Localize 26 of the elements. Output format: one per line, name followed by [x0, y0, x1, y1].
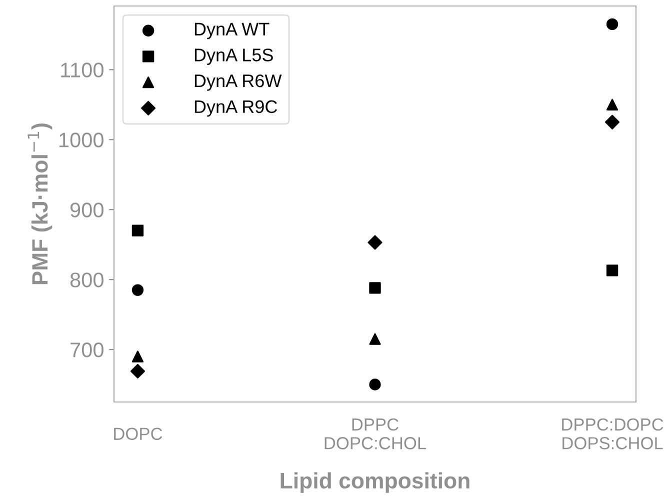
legend-label: DynA L5S	[194, 48, 273, 65]
legend-label: DynA R6W	[194, 74, 282, 91]
x-tick-label: DOPC	[114, 428, 162, 440]
point	[369, 333, 381, 345]
x-tick-label: DPPC:DOPC DOPS:CHOL	[562, 418, 664, 450]
point	[132, 224, 144, 236]
point	[368, 235, 382, 250]
y-tick-label: 800	[70, 272, 104, 288]
point	[132, 284, 144, 296]
x-tick-label: DPPC DOPC:CHOL	[324, 418, 426, 450]
point	[132, 350, 144, 362]
point	[606, 264, 618, 276]
legend-label: DynA WT	[194, 22, 270, 40]
point	[606, 18, 618, 30]
point	[369, 378, 381, 390]
point	[604, 114, 620, 130]
y-tick-label: 700	[70, 342, 104, 358]
point	[130, 364, 146, 378]
y-tick-label: 1000	[60, 132, 104, 148]
legend-label: DynA R9C	[194, 100, 278, 117]
y-tick-label: 1100	[61, 62, 104, 78]
y-axis-title: PMF (kJ·mol$^{−1}$)	[28, 124, 52, 284]
point	[369, 282, 381, 294]
point	[606, 98, 618, 110]
x-axis-title: Lipid composition	[280, 472, 470, 493]
y-tick-label: 900	[70, 202, 104, 218]
